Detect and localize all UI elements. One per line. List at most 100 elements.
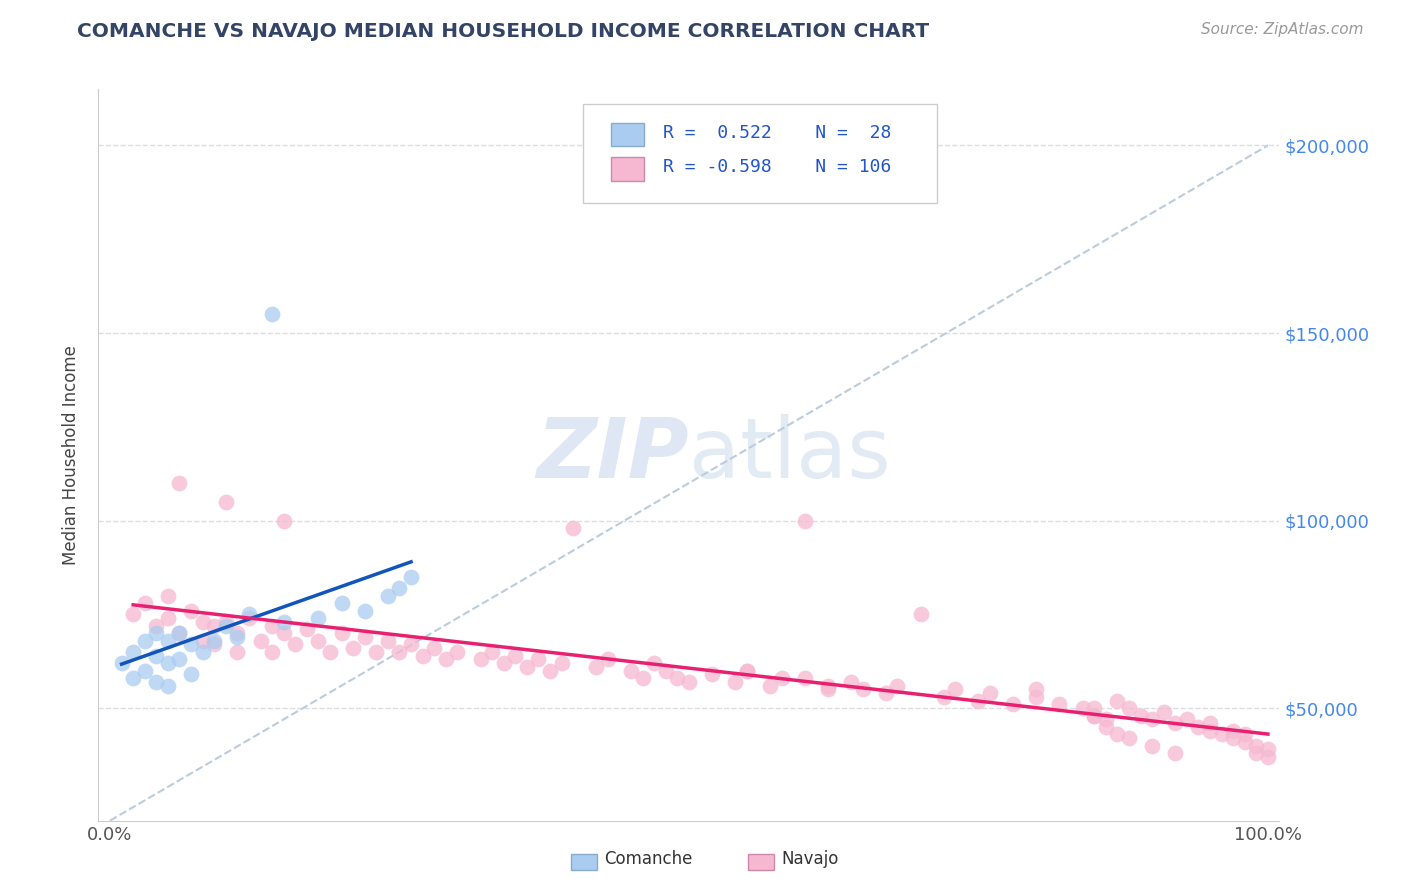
Point xyxy=(735,664,758,678)
Y-axis label: Median Household Income: Median Household Income xyxy=(62,345,80,565)
Point xyxy=(156,656,179,670)
Point xyxy=(262,618,284,632)
Point xyxy=(180,604,202,618)
Point xyxy=(492,656,515,670)
Point xyxy=(330,626,353,640)
Point xyxy=(156,589,179,603)
Point xyxy=(1222,723,1244,738)
Point xyxy=(1199,716,1222,731)
Text: COMANCHE VS NAVAJO MEDIAN HOUSEHOLD INCOME CORRELATION CHART: COMANCHE VS NAVAJO MEDIAN HOUSEHOLD INCO… xyxy=(77,22,929,41)
Point xyxy=(817,679,839,693)
Point xyxy=(122,607,145,622)
Point xyxy=(388,581,411,595)
Point xyxy=(156,633,179,648)
Point xyxy=(169,626,191,640)
Point xyxy=(377,589,399,603)
Point xyxy=(238,611,260,625)
Point xyxy=(412,648,434,663)
Point xyxy=(145,674,167,689)
Point xyxy=(446,645,468,659)
Point xyxy=(307,633,329,648)
Point xyxy=(1233,735,1256,749)
Point xyxy=(1002,698,1025,712)
Point xyxy=(226,626,249,640)
Point xyxy=(1025,682,1047,697)
Point xyxy=(631,671,654,685)
FancyBboxPatch shape xyxy=(612,123,644,146)
Text: R = -0.598    N = 106: R = -0.598 N = 106 xyxy=(664,159,891,177)
Point xyxy=(875,686,897,700)
Point xyxy=(735,664,758,678)
Point xyxy=(319,645,342,659)
Point xyxy=(273,626,295,640)
Point xyxy=(1071,701,1094,715)
Point xyxy=(979,686,1001,700)
Point xyxy=(538,664,561,678)
Point xyxy=(1199,723,1222,738)
Point xyxy=(238,607,260,622)
Point xyxy=(770,671,793,685)
Point xyxy=(156,679,179,693)
Point xyxy=(759,679,782,693)
Point xyxy=(180,637,202,651)
Point xyxy=(191,633,214,648)
Point xyxy=(215,615,238,629)
Point xyxy=(262,307,284,321)
Point xyxy=(342,641,364,656)
Point xyxy=(585,660,607,674)
Point xyxy=(273,615,295,629)
Point xyxy=(910,607,932,622)
Point xyxy=(145,618,167,632)
Point xyxy=(169,626,191,640)
Point xyxy=(226,645,249,659)
Text: Source: ZipAtlas.com: Source: ZipAtlas.com xyxy=(1201,22,1364,37)
Point xyxy=(1140,739,1163,753)
Point xyxy=(503,648,526,663)
Point xyxy=(202,618,225,632)
Point xyxy=(724,674,747,689)
Point xyxy=(932,690,955,704)
Point xyxy=(1211,727,1233,741)
Point xyxy=(700,667,723,681)
FancyBboxPatch shape xyxy=(612,157,644,180)
Point xyxy=(1164,746,1187,760)
Point xyxy=(399,570,422,584)
Point xyxy=(1094,712,1116,726)
Point xyxy=(307,611,329,625)
Text: atlas: atlas xyxy=(689,415,890,495)
Point xyxy=(1025,690,1047,704)
Point xyxy=(481,645,503,659)
Point xyxy=(388,645,411,659)
Point xyxy=(353,604,375,618)
Point xyxy=(817,682,839,697)
Point xyxy=(262,645,284,659)
Point xyxy=(399,637,422,651)
Point xyxy=(169,476,191,491)
Point xyxy=(202,637,225,651)
Point xyxy=(249,633,271,648)
Text: ZIP: ZIP xyxy=(536,415,689,495)
FancyBboxPatch shape xyxy=(748,854,773,870)
Point xyxy=(377,633,399,648)
Point xyxy=(423,641,446,656)
Point xyxy=(1118,701,1140,715)
Point xyxy=(1222,731,1244,745)
Point xyxy=(134,664,156,678)
Point xyxy=(191,615,214,629)
Point xyxy=(1129,708,1152,723)
Point xyxy=(550,656,572,670)
Point xyxy=(215,618,238,632)
Point xyxy=(226,630,249,644)
Text: Navajo: Navajo xyxy=(782,850,838,869)
Point xyxy=(852,682,875,697)
Point xyxy=(967,693,990,707)
Point xyxy=(620,664,643,678)
Point xyxy=(145,648,167,663)
FancyBboxPatch shape xyxy=(571,854,596,870)
Point xyxy=(353,630,375,644)
Point xyxy=(134,596,156,610)
Point xyxy=(655,664,678,678)
Point xyxy=(562,521,585,535)
Point xyxy=(180,667,202,681)
Point xyxy=(1233,727,1256,741)
